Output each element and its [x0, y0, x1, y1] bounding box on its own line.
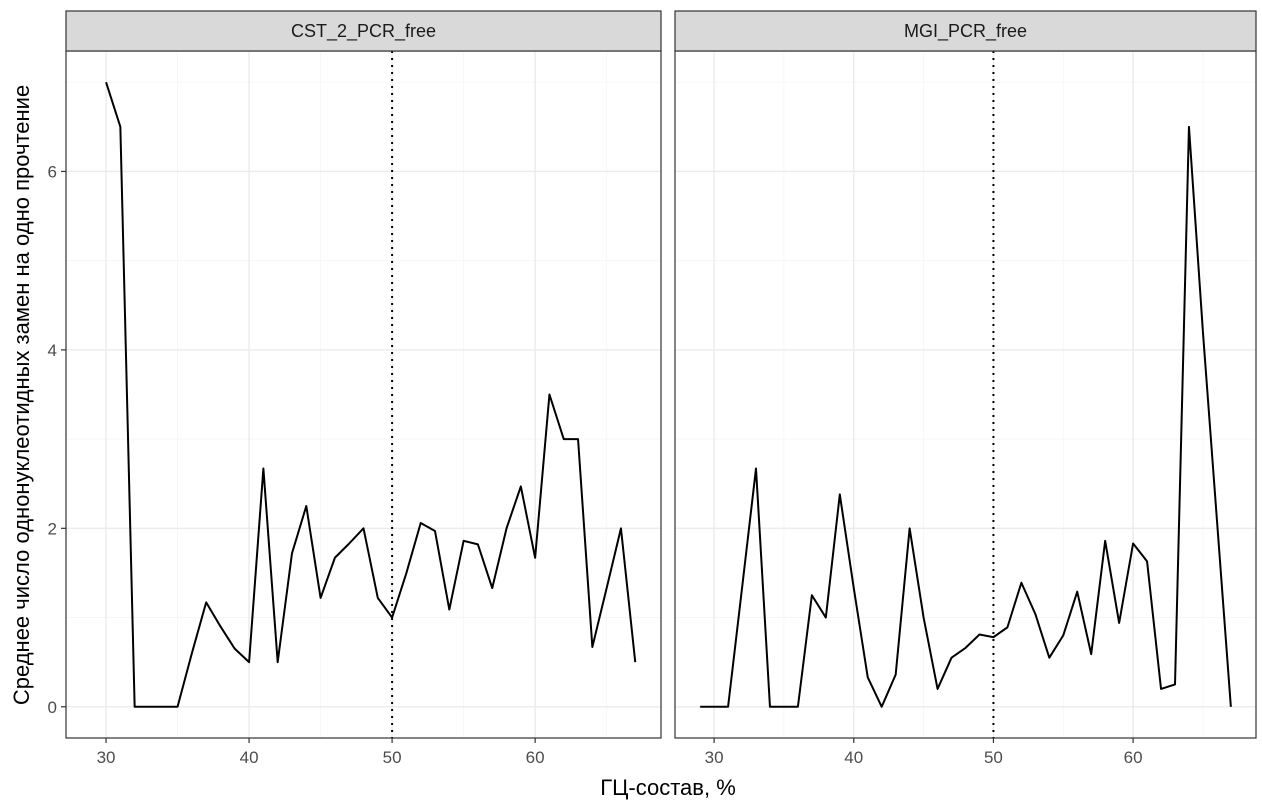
strip-label: CST_2_PCR_free	[291, 21, 436, 42]
y-tick-label: 6	[48, 162, 57, 181]
y-tick-label: 4	[48, 341, 57, 360]
panel-cst-2-pcr-free: CST_2_PCR_free 30 40 50 60	[65, 10, 662, 767]
y-axis: 0 2 4 6	[48, 162, 66, 717]
strip-header	[65, 10, 662, 52]
x-tick-label: 30	[705, 748, 724, 767]
series-line	[105, 81, 637, 708]
series-line	[700, 125, 1232, 708]
panel-border	[674, 50, 1257, 739]
panel-border	[65, 50, 662, 739]
x-axis-title: ГЦ-состав, %	[600, 775, 736, 800]
y-tick-label: 2	[48, 519, 57, 538]
strip-label: MGI_PCR_free	[904, 21, 1027, 42]
x-tick-label: 40	[240, 748, 259, 767]
x-tick-label: 50	[984, 748, 1003, 767]
x-tick-label: 50	[383, 748, 402, 767]
y-axis-title: Среднее число однонуклеотидных замен на …	[9, 85, 34, 705]
y-tick-label: 0	[48, 698, 57, 717]
x-tick-label: 30	[97, 748, 116, 767]
x-tick-label: 40	[844, 748, 863, 767]
strip-header	[674, 10, 1257, 52]
panel-mgi-pcr-free: MGI_PCR_free 30 40 50 60	[674, 10, 1257, 767]
x-tick-label: 60	[526, 748, 545, 767]
x-tick-label: 60	[1124, 748, 1143, 767]
